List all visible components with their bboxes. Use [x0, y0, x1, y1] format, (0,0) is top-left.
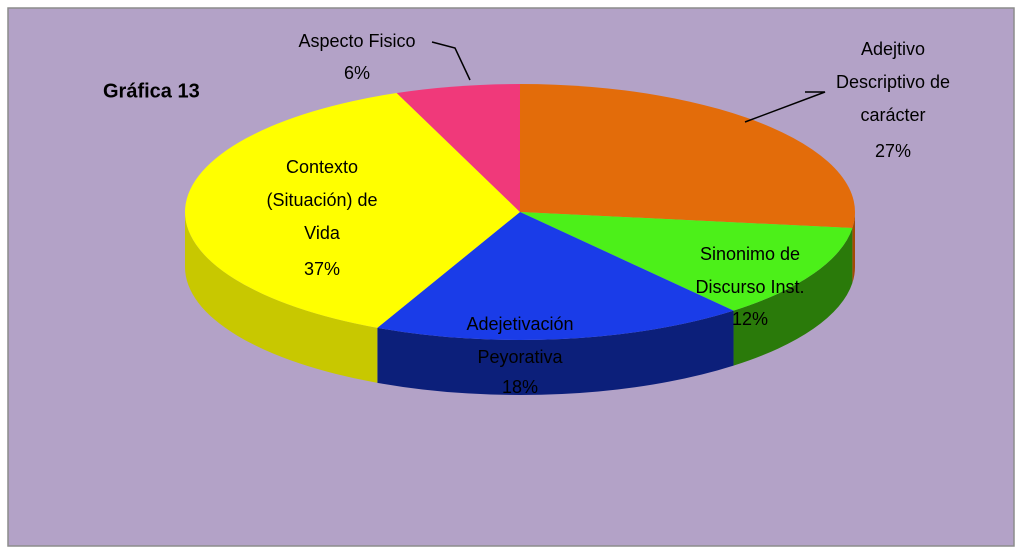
value-label: 27%: [875, 141, 911, 161]
category-label: Adejetivación Peyorativa: [466, 314, 573, 367]
value-label: 18%: [502, 377, 538, 397]
slice: [396, 84, 520, 212]
slice-side: [185, 212, 378, 383]
category-label: Aspecto Fisico: [298, 31, 415, 51]
category-label: Contexto (Situación) de Vida: [266, 157, 377, 243]
slice: [520, 84, 855, 229]
category-label: Adejtivo Descriptivo de carácter: [836, 39, 950, 125]
value-label: 12%: [732, 309, 768, 329]
slice-side: [377, 310, 734, 396]
slice-side: [852, 212, 856, 284]
value-label: 37%: [304, 259, 340, 279]
leader-line: [744, 91, 826, 123]
leader-line: [431, 41, 471, 81]
chart-title: Gráfica 13: [103, 80, 200, 102]
category-label: Sinonimo de Discurso Inst.: [695, 244, 804, 297]
slice: [520, 212, 853, 311]
slice: [185, 92, 520, 328]
slice-side: [733, 228, 853, 366]
slice: [377, 212, 734, 341]
value-label: 6%: [344, 63, 370, 83]
